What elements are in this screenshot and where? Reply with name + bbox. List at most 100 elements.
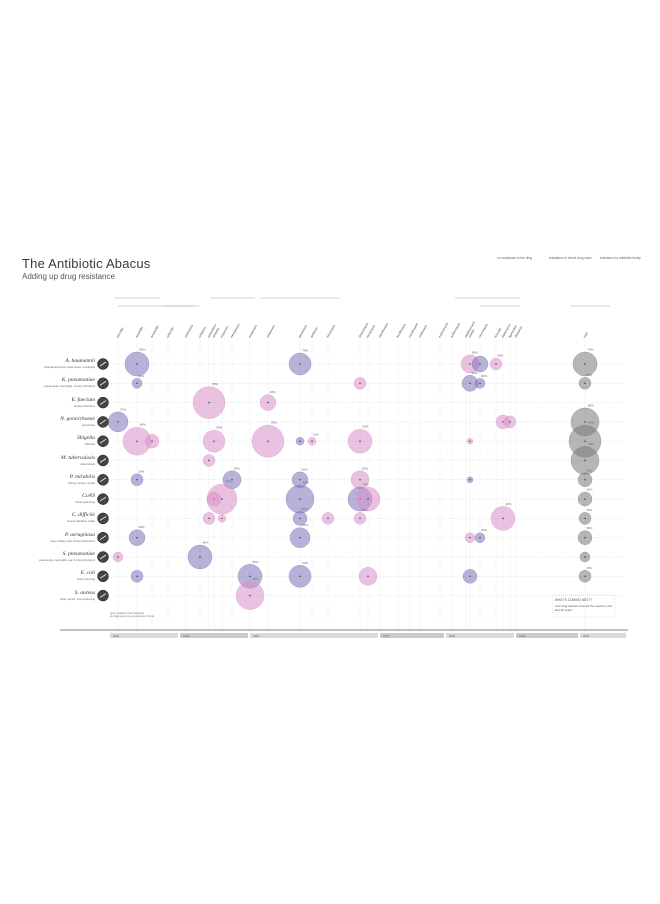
bacteria-name: P. mirabilis [69,473,95,480]
bubble-value-label: 80% [139,348,145,352]
bubble-center-dot [221,517,223,520]
bubble-center-dot [136,440,138,442]
bacteria-description: boils, sepsis, food poisoning [60,596,95,601]
drug-column-label: norfloxacin [417,324,428,339]
bacteria-name: K. pneumoniae [61,377,95,384]
bubble-center-dot [311,440,313,442]
p-aeruginosa-icon-glyph [99,535,107,541]
bacteria-description: tuberculosis [80,461,95,466]
bubble-center-dot [359,440,361,442]
a-baumannii-icon-glyph [99,361,107,367]
bubble-center-dot [367,498,369,500]
bubble-center-dot [584,363,586,365]
timeline-segment [516,633,578,638]
e-coli-icon-glyph [99,573,107,579]
bubble-value-label: 20% [139,525,145,529]
drug-column-label: imipenem [219,325,229,339]
bubble-center-dot [136,537,138,539]
bubble-center-dot [136,382,138,384]
bacteria-description: blood poisoning [75,500,95,505]
timeline-label: 1970 [383,634,390,638]
drug-column-label: amoxicillin [149,324,160,338]
bubble-value-label: 75% [225,480,231,484]
timeline-label: 1950 [183,634,190,638]
bubble-center-dot [299,498,301,500]
bubble-center-dot [299,363,301,365]
bubble-center-dot [299,440,301,442]
bubble-value-label: 20% [234,466,240,470]
drug-column-label: gentamicin [297,324,308,339]
bubble-value-label: 80% [588,403,594,407]
bubble-value-label: 50% [252,560,258,564]
drug-column-label: vancomycin [477,322,489,338]
legend-text-class: resistance to whole drug class [549,256,592,260]
bubble-value-label: 40% [302,561,308,565]
bubble-value-label: 40% [138,374,144,378]
bubble-center-dot [208,401,210,404]
drug-column-label: colistin [467,328,475,338]
bacteria-name: E. coli [80,570,95,577]
bubble-value-label: 80% [303,481,309,485]
drug-column-label: tobramycin [325,324,336,339]
bacteria-name: M. tuberculosis [60,454,95,461]
m-tuberculosis-icon-glyph [99,458,107,463]
drug-column-label: penicillin [115,326,124,338]
bubble-value-label: 55% [216,426,222,430]
timeline-label: 1940 [113,634,120,638]
bubble-center-dot [117,421,119,423]
n-gonorrhoeae-icon-glyph [99,419,107,425]
bubble-center-dot [299,479,301,481]
bubble-value-label: 50% [586,373,592,377]
bubble-center-dot [469,382,471,384]
bubble-value-label: 30% [481,528,487,532]
whats-new-box [552,594,616,618]
bacteria-description: urinary infections [73,403,95,408]
bacteria-name: S. aureus [74,589,95,596]
bubble-center-dot [584,517,586,520]
whats-new-title: WHAT'S COMING NEXT? [555,598,593,602]
bubble-value-label: 20% [586,488,592,492]
bubble-center-dot [136,479,138,481]
bubble-center-dot [469,537,471,539]
bubble-center-dot [584,421,586,423]
bubble-value-label: 85% [212,382,218,386]
shigella-icon-glyph [99,438,107,444]
legend-item-none: no resistance to the drug [497,256,532,260]
bubble-value-label: 65% [472,351,478,355]
drug-column-label: ceftriaxone [183,324,194,339]
drug-column-label: rifampicin [513,325,523,338]
timeline-segment [110,633,178,638]
legend-item-class: resistance to whole drug class [549,256,592,260]
bubble-value-label: 10% [313,433,319,437]
s-pneumoniae-icon-glyph [99,554,107,560]
drug-column-label: kanamycin [365,324,376,339]
drug-column-label: linezolid [493,327,502,339]
timeline-label: 1990 [519,634,526,638]
footer-note-line1: grey wedges show bacteria [110,611,144,615]
bacteria-description: severe diarrhea, colitis [67,519,95,524]
drug-column-label: azithromycin [449,322,461,339]
bacteria-description: pneumonia, meningitis, urinary infection… [44,384,95,389]
bubble-value-label: 30% [586,526,592,530]
bacteria-description: hospital-acquired, pneumonia, meningitis [44,365,95,369]
bubble-center-dot [495,363,497,365]
drug-column-label: moxifloxacin [407,322,419,339]
bubble-center-dot [117,556,119,558]
bubble-center-dot [479,382,481,384]
bubble-value-label: 20% [302,467,308,471]
bubble-center-dot [584,382,586,384]
page-subtitle: Adding up drug resistance [22,272,115,281]
bubble-center-dot [299,575,301,577]
bacteria-name: C. difficile [71,512,95,519]
bubble-center-dot [359,382,361,384]
bubble-center-dot [136,575,138,577]
bubble-value-label: 70% [362,483,368,487]
bubble-center-dot [502,421,504,423]
bubble-center-dot [584,459,586,462]
timeline-segment [580,633,626,638]
drug-column-label: ampicillin [134,326,144,339]
timeline-segment [380,633,444,638]
bubble-center-dot [584,498,586,500]
